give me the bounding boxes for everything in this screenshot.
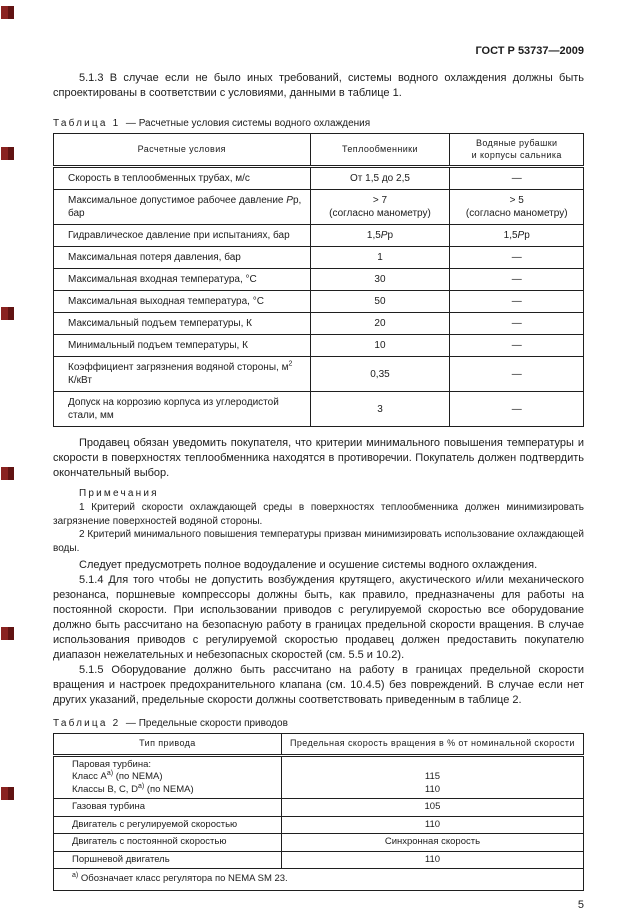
table-cell: 115 110: [280, 754, 585, 799]
page-number: 5: [577, 898, 584, 911]
table-cell: Максимальная входная температура, °С: [53, 268, 311, 291]
scan-edge-mark: [1, 787, 14, 800]
table-cell: Максимальная потеря давления, бар: [53, 246, 311, 269]
table-cell: Коэффициент загрязнения водяной стороны,…: [53, 356, 311, 392]
table-cell: —: [449, 356, 584, 392]
table-cell: 110: [280, 815, 585, 834]
table-cell: 1,5Рр: [449, 224, 584, 247]
table2-caption-text: — Предельные скорости приводов: [125, 718, 288, 729]
table-row: Допуск на коррозию корпуса из углеродист…: [53, 391, 584, 427]
table-cell: Двигатель с постоянной скоростью: [53, 833, 282, 852]
table-cell: 105: [280, 798, 585, 817]
scan-edge-mark: [1, 307, 14, 320]
table-cell: Газовая турбина: [53, 798, 282, 817]
table-cell: —: [449, 290, 584, 313]
column-header: Теплообменники: [309, 133, 451, 168]
document-code: ГОСТ Р 53737—2009: [475, 45, 584, 57]
table1-design-conditions: Расчетные условия Теплообменники Водяные…: [53, 133, 584, 427]
table-cell: —: [449, 391, 584, 427]
paragraph-drainage: Следует предусмотреть полное водоудалени…: [79, 559, 538, 571]
table1-caption-label: Таблица 1: [53, 118, 121, 129]
note-2: 2 Критерий минимального повышения темпер…: [53, 529, 584, 554]
notes-title: Примечания: [79, 488, 159, 499]
table-cell: 30: [309, 268, 451, 291]
table-row: Максимальный подъем температуры, К 20—: [53, 312, 584, 335]
column-header: Тип привода: [53, 733, 282, 757]
notes-block: Примечания 1 Критерий скорости охлаждающ…: [53, 487, 584, 555]
scan-edge-mark: [1, 147, 14, 160]
table-row: Паровая турбина: Класс Аа) (по NEMA) Класс…: [53, 754, 585, 799]
scan-edge-mark: [1, 6, 14, 19]
table-cell: Гидравлическое давление при испытаниях, …: [53, 224, 311, 247]
table-cell: Максимальная выходная температура, °С: [53, 290, 311, 313]
table1-header-row: Расчетные условия Теплообменники Водяные…: [53, 133, 584, 168]
scan-edge-mark: [1, 467, 14, 480]
column-header: Водяные рубашки и корпусы сальника: [449, 133, 584, 168]
table-cell: Допуск на коррозию корпуса из углеродист…: [53, 391, 311, 427]
table-cell: Максимальный подъем температуры, К: [53, 312, 311, 335]
column-header: Предельная скорость вращения в % от номи…: [280, 733, 585, 757]
table-cell: От 1,5 до 2,5: [309, 166, 451, 190]
table-row: Минимальный подъем температуры, К 10—: [53, 334, 584, 357]
table-cell: Поршневой двигатель: [53, 850, 282, 869]
table-cell: —: [449, 268, 584, 291]
table-cell: —: [449, 334, 584, 357]
table2-footnote: а) Обозначает класс регулятора по NEMA S…: [53, 868, 584, 891]
table-row: Максимальная входная температура, °С 30—: [53, 268, 584, 291]
table-cell: 1,5Рр: [309, 224, 451, 247]
paragraph-5-1-4: 5.1.4 Для того чтобы не допустить возбуж…: [53, 574, 584, 661]
table-cell: —: [449, 246, 584, 269]
paragraph-5-1-5: 5.1.5 Оборудование должно быть рассчитан…: [53, 664, 584, 706]
scan-edge-mark: [1, 627, 14, 640]
table-row: Двигатель с регулируемой скоростью 110: [53, 815, 585, 834]
table-cell: 50: [309, 290, 451, 313]
table-row: Скорость в теплообменных трубах, м/с От 1…: [53, 166, 584, 190]
note-1: 1 Критерий скорости охлаждающей среды в …: [53, 502, 584, 527]
table-row: Двигатель с постоянной скоростью Синхронн…: [53, 833, 585, 852]
table-row: Газовая турбина 105: [53, 798, 585, 817]
table2-header-row: Тип привода Предельная скорость вращения…: [53, 733, 585, 757]
table-cell: > 7 (согласно манометру): [309, 189, 451, 225]
table1-caption: Таблица 1 — Расчетные условия системы во…: [53, 117, 584, 130]
table-cell: Двигатель с регулируемой скоростью: [53, 815, 282, 834]
table-row: Коэффициент загрязнения водяной стороны,…: [53, 356, 584, 392]
table-row: Гидравлическое давление при испытаниях, …: [53, 224, 584, 247]
table-row: Максимальное допустимое рабочее давление…: [53, 189, 584, 225]
table-cell: 110: [280, 850, 585, 869]
paragraph-seller-notice: Продавец обязан уведомить покупателя, чт…: [53, 437, 584, 479]
table2-caption: Таблица 2 — Предельные скорости приводов: [53, 717, 584, 730]
table-cell: Минимальный подъем температуры, К: [53, 334, 311, 357]
table-cell: 10: [309, 334, 451, 357]
table-cell: 1: [309, 246, 451, 269]
table-row: Поршневой двигатель 110: [53, 850, 585, 869]
table-cell: > 5 (согласно манометру): [449, 189, 584, 225]
table-cell: —: [449, 312, 584, 335]
table-cell: Скорость в теплообменных трубах, м/с: [53, 166, 311, 190]
column-header: Расчетные условия: [53, 133, 311, 168]
table2-caption-label: Таблица 2: [53, 718, 121, 729]
table-cell: 0,35: [309, 356, 451, 392]
table-cell: Синхронная скорость: [280, 833, 585, 852]
table-cell: Максимальное допустимое рабочее давление…: [53, 189, 311, 225]
paragraph-5-1-3: 5.1.3 В случае если не было иных требова…: [53, 72, 584, 99]
table2-footnote-row: а) Обозначает класс регулятора по NEMA S…: [53, 868, 584, 891]
table-cell: 3: [309, 391, 451, 427]
table-cell: Паровая турбина: Класс Аа) (по NEMA) Класс…: [53, 754, 282, 799]
table-row: Максимальная потеря давления, бар 1—: [53, 246, 584, 269]
table-row: Максимальная выходная температура, °С 50—: [53, 290, 584, 313]
table-cell: 20: [309, 312, 451, 335]
table1-caption-text: — Расчетные условия системы водного охла…: [125, 118, 371, 129]
table2-speed-limits: Тип привода Предельная скорость вращения…: [53, 733, 585, 891]
table-cell: —: [449, 166, 584, 190]
